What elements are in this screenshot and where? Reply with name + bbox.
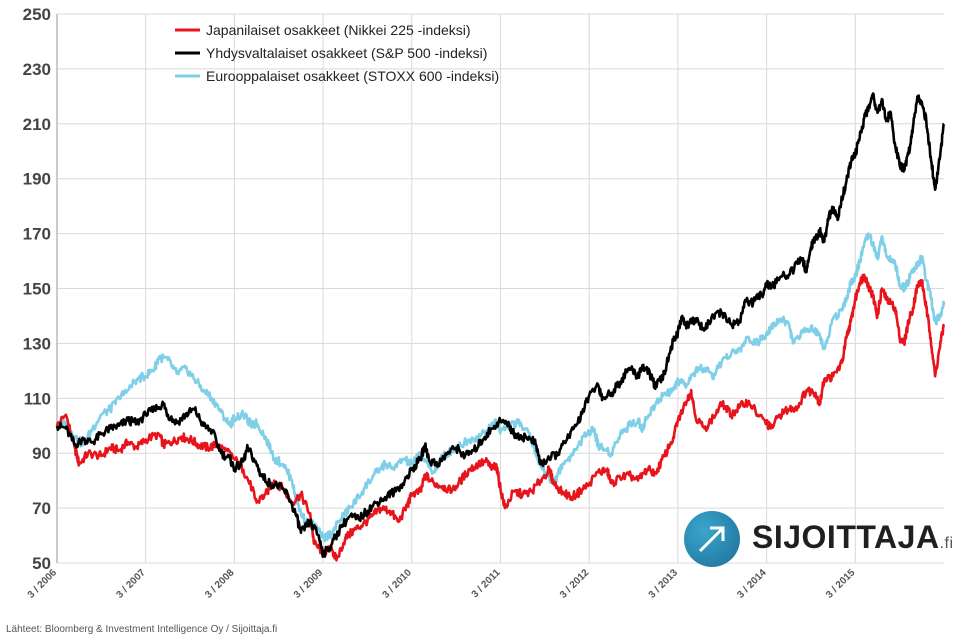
y-tick-label: 170 <box>23 225 51 244</box>
y-axis: 50 70 90 110 130 150 170 190 210 230 250 <box>23 5 58 573</box>
y-tick-label: 70 <box>32 499 51 518</box>
x-tick-label: 3 / 2007 <box>114 567 148 601</box>
y-tick-label: 190 <box>23 170 51 189</box>
sijoittaja-logo: SIJOITTAJA.fi <box>684 509 953 567</box>
x-tick-label: 3 / 2013 <box>647 567 681 601</box>
y-tick-label: 150 <box>23 280 51 299</box>
y-tick-label: 50 <box>32 554 51 573</box>
y-tick-label: 250 <box>23 5 51 24</box>
arrow-up-right-icon <box>684 511 740 567</box>
series-line-0 <box>55 273 946 562</box>
x-tick-label: 3 / 2008 <box>203 567 237 601</box>
x-tick-label: 3 / 2011 <box>470 567 503 600</box>
series-lines <box>55 92 946 562</box>
x-tick-label: 3 / 2012 <box>558 567 592 601</box>
legend-label: Yhdysvaltalaiset osakkeet (S&P 500 -inde… <box>206 45 487 61</box>
y-tick-label: 110 <box>24 389 51 408</box>
x-tick-label: 3 / 2010 <box>381 567 415 601</box>
y-tick-label: 130 <box>23 334 51 353</box>
x-tick-label: 3 / 2014 <box>735 567 769 601</box>
y-tick-label: 90 <box>32 444 51 463</box>
legend: Japanilaiset osakkeet (Nikkei 225 -indek… <box>175 22 499 84</box>
series-line-1 <box>55 92 945 558</box>
legend-label: Japanilaiset osakkeet (Nikkei 225 -indek… <box>206 22 471 38</box>
legend-label: Eurooppalaiset osakkeet (STOXX 600 -inde… <box>206 68 499 84</box>
series-line-2 <box>56 232 946 543</box>
y-tick-label: 210 <box>23 115 51 134</box>
x-axis: 3 / 2006 3 / 2007 3 / 2008 3 / 2009 3 / 2010… <box>26 567 858 601</box>
gridlines <box>56 13 944 564</box>
x-tick-label: 3 / 2009 <box>292 567 326 601</box>
x-tick-label: 3 / 2015 <box>824 567 858 601</box>
logo-wordmark: SIJOITTAJA.fi <box>752 519 954 555</box>
y-tick-label: 230 <box>23 60 51 79</box>
source-note: Lähteet: Bloomberg & Investment Intellig… <box>6 624 278 635</box>
